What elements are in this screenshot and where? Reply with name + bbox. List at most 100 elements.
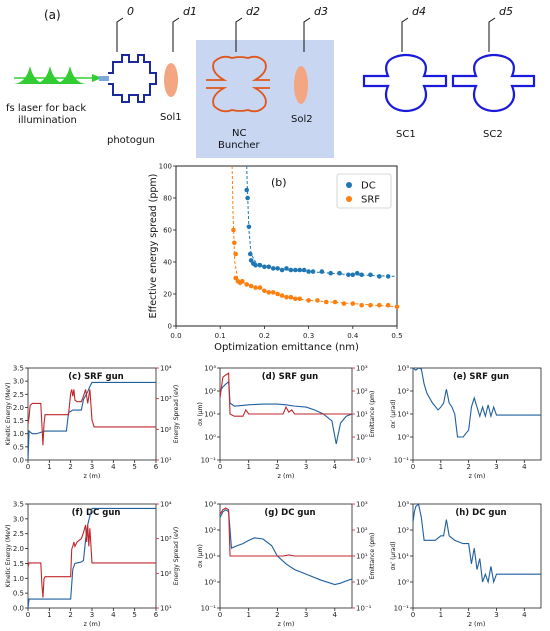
y-right-tick-label: 10⁻¹	[356, 605, 372, 613]
y-tick-label: 10³	[397, 365, 409, 373]
y-axis-label: σx′ (μrad)	[390, 399, 397, 428]
data-point-dc	[385, 274, 391, 279]
data-point-srf	[248, 283, 254, 289]
data-point-dc	[310, 269, 316, 274]
chart-h-dc-divergence: 0 1 2 3 4 10⁻¹ 10⁰ 10¹ 10² 10³ z (m) σx′ (μrad) (h) …	[390, 501, 542, 628]
data-point-srf	[270, 290, 276, 295]
x-tick-label: 3	[304, 611, 308, 619]
y-right-tick-label: 10²	[160, 570, 172, 578]
data-point-dc	[293, 267, 298, 273]
data-point-srf	[266, 290, 272, 295]
y-tick-label: 2.0	[13, 404, 24, 412]
series-line-1	[219, 507, 352, 557]
y-right-tick-label: 10³	[160, 395, 172, 403]
y-right-tick-label: 10²	[356, 527, 368, 535]
x-tick-label: 4	[333, 463, 338, 471]
panel-a-label: (a)	[44, 8, 61, 22]
data-point-srf	[332, 299, 338, 305]
data-point-srf	[385, 302, 391, 308]
y-tick-label: 40	[163, 259, 172, 267]
x-tick-label: 4	[522, 463, 527, 471]
data-point-dc	[328, 270, 334, 276]
chart-e-srf-divergence: 0 1 2 3 4 10⁻¹ 10⁰ 10¹ 10² 10³ z (m) σx′ (μrad) (e) …	[390, 365, 542, 480]
data-point-srf	[284, 294, 289, 300]
x-axis-label: z (m)	[469, 620, 486, 628]
y-tick-label: 10⁻¹	[394, 605, 410, 613]
data-point-dc	[301, 267, 307, 273]
y-tick-label: 80	[163, 195, 172, 203]
y-axis-label: σx (μm)	[197, 544, 204, 568]
distance-label-d1: d1	[183, 5, 197, 18]
x-tick-label: 3	[304, 463, 308, 471]
series-line-0	[412, 367, 541, 438]
data-point-dc	[245, 195, 250, 201]
data-point-dc	[350, 272, 356, 278]
x-tick-label: 4	[333, 611, 338, 619]
y-tick-label: 0	[168, 323, 172, 331]
y-tick-label: 10⁻¹	[201, 605, 217, 613]
y-tick-label: 10³	[397, 501, 409, 509]
schematic-panel: (a) 0 d1 d2 d3 d4 d5 fs laser for back i…	[6, 5, 536, 158]
y-tick-label: 10²	[397, 527, 409, 535]
x-tick-label: 0.0	[170, 332, 181, 340]
data-point-dc	[257, 262, 263, 268]
series-line-0	[412, 502, 541, 585]
data-point-srf	[233, 275, 238, 281]
data-point-srf	[350, 301, 356, 306]
data-point-dc	[297, 267, 303, 273]
x-tick-label: 5	[132, 463, 136, 471]
y-tick-label: 10¹	[204, 411, 216, 419]
y-right-tick-label: 10¹	[356, 553, 368, 561]
data-point-dc	[337, 270, 342, 276]
x-tick-label: 4	[522, 611, 527, 619]
y-tick-label: 10¹	[397, 553, 409, 561]
data-point-srf	[306, 298, 311, 303]
data-point-dc	[377, 274, 382, 279]
sol2-icon	[294, 66, 308, 104]
x-tick-label: 0	[411, 463, 415, 471]
panel-title: (c) SRF gun	[68, 372, 123, 382]
x-tick-label: 2	[466, 611, 470, 619]
y-tick-label: 10²	[204, 527, 216, 535]
x-axis-label: z (m)	[278, 472, 295, 480]
series-line-1	[27, 524, 156, 598]
data-point-srf	[368, 302, 373, 308]
x-tick-label: 1	[47, 611, 51, 619]
y-right-tick-label: 10¹	[356, 411, 368, 419]
data-point-srf	[315, 298, 320, 303]
y-tick-label: 3.0	[13, 378, 24, 386]
buncher-label-line1: NC	[232, 128, 246, 139]
y-right-axis-label: Energy Spread (eV)	[173, 385, 180, 443]
data-point-srf	[253, 285, 258, 290]
x-tick-label: 3	[494, 611, 498, 619]
data-point-dc	[288, 267, 294, 273]
y-axis-label: σx (μm)	[197, 402, 204, 426]
data-point-dc	[253, 262, 258, 268]
y-tick-label: 10⁻¹	[201, 457, 217, 465]
y-tick-label: 3.0	[13, 515, 24, 523]
chart-d-srf-size: 0 1 2 3 4 10⁻¹ 10⁰ 10¹ 10² 10³ 10⁻¹ 10⁰ 10¹ 10² 10³ z (…	[197, 365, 376, 481]
data-point-dc	[359, 272, 364, 278]
distance-label-d3: d3	[314, 5, 328, 18]
series-line-1	[219, 372, 352, 417]
data-point-srf	[297, 296, 303, 302]
distance-label-d4: d4	[412, 5, 426, 18]
y-tick-label: 10¹	[397, 411, 409, 419]
data-point-dc	[306, 269, 311, 274]
distance-markers	[116, 17, 496, 52]
y-tick-label: 20	[163, 291, 172, 299]
panel-title: (f) DC gun	[72, 508, 121, 518]
data-point-dc	[270, 266, 276, 271]
x-tick-label: 0	[26, 463, 30, 471]
data-point-srf	[275, 291, 280, 297]
x-tick-label: 0.3	[303, 332, 314, 340]
plot-frame	[412, 503, 542, 609]
y-tick-label: 1.5	[13, 417, 24, 425]
data-point-srf	[231, 227, 236, 233]
sol1-label: Sol1	[160, 112, 182, 123]
x-tick-label: 4	[111, 611, 116, 619]
data-point-srf	[359, 302, 364, 308]
y-tick-label: 10⁰	[397, 579, 409, 587]
x-tick-label: 6	[154, 611, 159, 619]
